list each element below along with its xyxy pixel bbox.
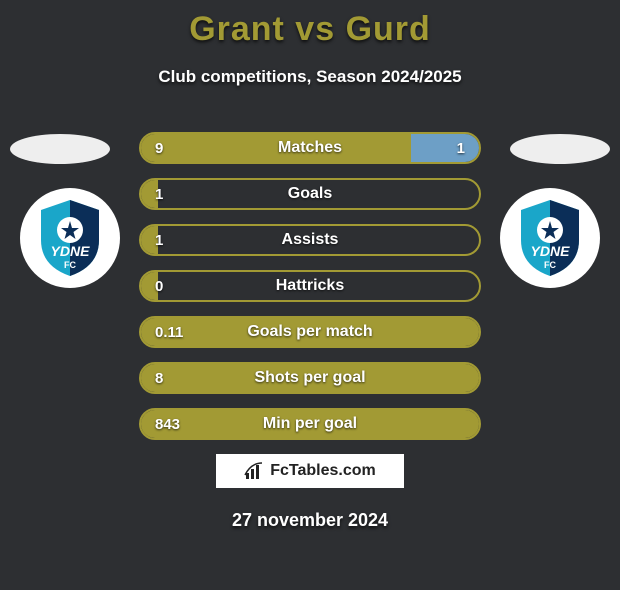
player-ellipse-left [10,134,110,164]
stat-bar-value-left: 8 [155,364,163,392]
club-shield-icon: YDNE FC [517,198,583,278]
stat-bar: Shots per goal8 [139,362,481,394]
player-ellipse-right [510,134,610,164]
stat-bar: Hattricks0 [139,270,481,302]
page-title: Grant vs Gurd [0,10,620,49]
svg-text:YDNE: YDNE [531,243,571,259]
brand-text: FcTables.com [270,462,376,480]
brand-logo: FcTables.com [215,453,405,489]
stat-bar-value-left: 9 [155,134,163,162]
svg-text:FC: FC [544,260,556,270]
stat-bar-value-left: 1 [155,226,163,254]
chart-icon [244,461,264,481]
stat-bar: Goals1 [139,178,481,210]
stat-bar-value-right: 1 [457,134,465,162]
stat-bar-value-left: 0.11 [155,318,183,346]
subtitle: Club competitions, Season 2024/2025 [0,67,620,87]
stat-bar: Goals per match0.11 [139,316,481,348]
stats-bars: Matches91Goals1Assists1Hattricks0Goals p… [139,132,481,454]
stat-bar: Min per goal843 [139,408,481,440]
stat-bar-value-left: 843 [155,410,180,438]
stat-bar-label: Goals per match [141,318,479,346]
stat-bar-value-left: 0 [155,272,163,300]
stat-bar-label: Matches [141,134,479,162]
stat-bar-value-left: 1 [155,180,163,208]
svg-text:YDNE: YDNE [51,243,91,259]
club-badge-right: YDNE FC [500,188,600,288]
stat-bar-label: Shots per goal [141,364,479,392]
club-shield-icon: YDNE FC [37,198,103,278]
stat-bar-label: Hattricks [141,272,479,300]
club-badge-left: YDNE FC [20,188,120,288]
stat-bar-label: Min per goal [141,410,479,438]
stat-bar: Assists1 [139,224,481,256]
stat-bar-label: Assists [141,226,479,254]
stat-bar-label: Goals [141,180,479,208]
stat-bar: Matches9 1 [139,132,481,164]
svg-text:FC: FC [64,260,76,270]
date-text: 27 november 2024 [0,510,620,531]
